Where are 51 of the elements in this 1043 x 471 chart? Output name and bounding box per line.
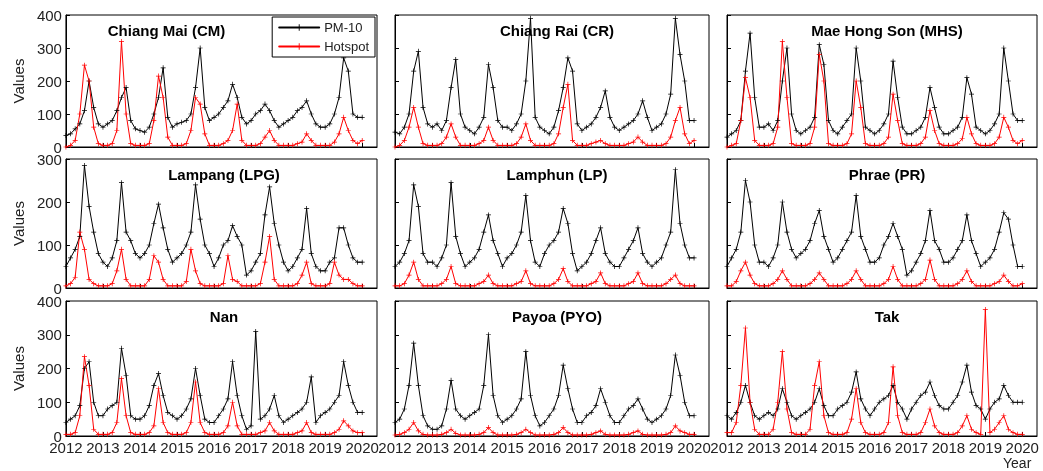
chart-title: Lampang (LPG): [168, 166, 280, 183]
y-axis-title: Values: [10, 58, 27, 104]
legend-label: Hotspot: [324, 39, 370, 54]
x-tick-label: 2016: [527, 439, 562, 456]
y-tick-label: 0: [53, 138, 62, 156]
chart-title: Phrae (PR): [848, 166, 926, 183]
x-tick-label: 2013: [747, 439, 781, 456]
x-tick-label: 2018: [602, 439, 636, 456]
x-tick-label: 2018: [271, 439, 305, 456]
text: Tak: [874, 308, 901, 325]
x-tick-label: 2020: [1005, 439, 1039, 456]
y-axis-title: Values: [10, 346, 27, 391]
x-tick-label: 2017: [565, 439, 599, 456]
x-tick-label: 2014: [784, 439, 818, 456]
chart-title: Lamphun (LP): [506, 166, 608, 183]
x-tick-label: 2020: [345, 439, 379, 456]
y-tick-label: 300: [36, 39, 62, 57]
chart-title: Mae Hong Son (MHS): [811, 22, 963, 39]
x-tick-label: 2015: [490, 439, 524, 456]
x-tick-label: 2013: [415, 439, 450, 456]
x-tick-label: 2012: [378, 439, 412, 456]
x-tick-label: 2012: [710, 439, 744, 456]
chart-title: Chiang Mai (CM): [107, 22, 226, 39]
text: Payoa (PYO): [511, 308, 603, 325]
x-tick-label: 2016: [857, 439, 892, 456]
x-tick-label: 2014: [123, 439, 157, 456]
x-axis-title: Year: [1003, 455, 1032, 471]
x-tick-label: 2019: [968, 439, 1003, 456]
legend-label: PM-10: [324, 20, 363, 35]
x-tick-label: 2018: [931, 439, 966, 456]
y-tick-label: 200: [36, 72, 62, 90]
text: Nan: [209, 308, 239, 325]
y-tick-label: 400: [36, 6, 62, 24]
y-tick-label: 300: [36, 326, 62, 344]
x-tick-label: 2017: [894, 439, 929, 456]
x-tick-label: 2019: [308, 439, 342, 456]
y-tick-label: 200: [36, 193, 62, 211]
y-tick-label: 100: [36, 236, 62, 254]
x-tick-label: 2016: [197, 439, 231, 456]
y-tick-label: 200: [36, 360, 62, 377]
x-tick-label: 2013: [86, 439, 120, 456]
x-tick-label: 2015: [821, 439, 855, 456]
y-tick-label: 0: [53, 279, 62, 297]
y-tick-label: 100: [36, 105, 62, 123]
y-axis-title: Values: [10, 201, 27, 246]
x-tick-label: 2017: [234, 439, 268, 456]
x-tick-label: 2020: [677, 439, 711, 456]
x-tick-label: 2015: [160, 439, 194, 456]
y-tick-label: 100: [36, 393, 62, 411]
x-tick-label: 2014: [453, 439, 487, 456]
x-tick-label: 2019: [639, 439, 674, 456]
